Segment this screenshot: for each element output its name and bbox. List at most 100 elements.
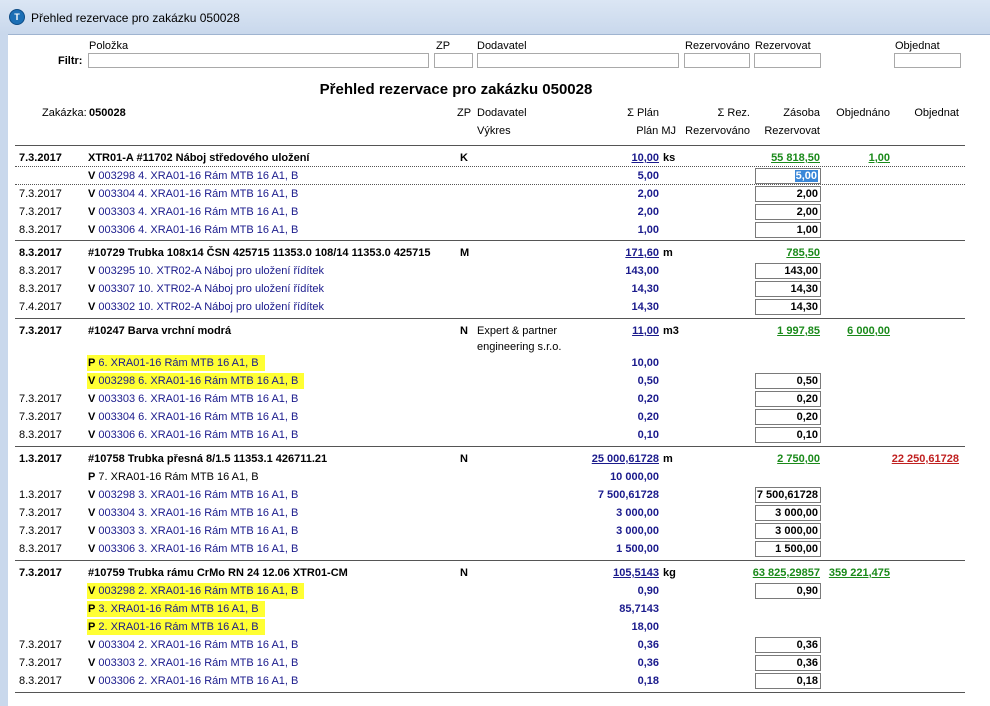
item-stock-link[interactable]: 55 818,50 <box>771 152 820 164</box>
reserve-value: 2,00 <box>796 188 818 200</box>
reserve-value: 0,18 <box>796 675 818 687</box>
selected-row-outline <box>15 184 965 185</box>
reserve-input[interactable]: 5,00 <box>755 168 821 184</box>
reservation-row[interactable]: 7.3.2017 V 003303 3. XRA01-16 Rám MTB 16… <box>0 522 990 540</box>
reserve-input[interactable]: 0,20 <box>755 409 821 425</box>
reserve-input[interactable]: 7 500,61728 <box>755 487 821 503</box>
item-ordered-link[interactable]: 359 221,475 <box>828 567 890 579</box>
reservation-date: 7.3.2017 <box>19 657 62 669</box>
item-name: #10759 Trubka rámu CrMo RN 24 12.06 XTR0… <box>88 567 348 579</box>
filter-rezervovano-input[interactable] <box>684 53 750 68</box>
reservation-row[interactable]: 8.3.2017 V 003306 6. XRA01-16 Rám MTB 16… <box>0 426 990 444</box>
reservation-doc: 003306 6. XRA01-16 Rám MTB 16 A1, B <box>98 429 299 441</box>
item-plan-link[interactable]: 25 000,61728 <box>591 453 659 465</box>
reservation-type: V <box>88 265 96 277</box>
reservation-row[interactable]: V 003298 2. XRA01-16 Rám MTB 16 A1, B 0,… <box>0 582 990 600</box>
reserve-input[interactable]: 143,00 <box>755 263 821 279</box>
reservation-row[interactable]: 8.3.2017 V 003307 10. XTR02-A Náboj pro … <box>0 280 990 298</box>
filter-dodavatel-input[interactable] <box>477 53 679 68</box>
reservation-row[interactable]: 7.4.2017 V 003302 10. XTR02-A Náboj pro … <box>0 298 990 316</box>
reserve-input[interactable]: 2,00 <box>755 204 821 220</box>
reservation-row[interactable]: 8.3.2017 V 003306 3. XRA01-16 Rám MTB 16… <box>0 540 990 558</box>
item-stock-link[interactable]: 1 997,85 <box>777 325 820 337</box>
item-plan-link[interactable]: 171,60 <box>625 247 659 259</box>
reservation-type: V <box>88 639 96 651</box>
reserve-value: 0,10 <box>796 429 818 441</box>
item-stock-link[interactable]: 63 825,29857 <box>752 567 820 579</box>
item-row[interactable]: 7.3.2017 XTR01-A #11702 Náboj středového… <box>0 149 990 167</box>
reservation-type: V <box>88 543 96 555</box>
item-row[interactable]: 7.3.2017 #10759 Trubka rámu CrMo RN 24 1… <box>0 564 990 582</box>
reserve-input[interactable]: 0,20 <box>755 391 821 407</box>
reservation-row[interactable]: 8.3.2017 V 003306 4. XRA01-16 Rám MTB 16… <box>0 221 990 239</box>
reservation-row[interactable]: 1.3.2017 V 003298 3. XRA01-16 Rám MTB 16… <box>0 486 990 504</box>
reservation-text: V 003298 3. XRA01-16 Rám MTB 16 A1, B <box>88 489 298 501</box>
filter-rezervovat-input[interactable] <box>754 53 821 68</box>
highlight-marker: P 3. XRA01-16 Rám MTB 16 A1, B <box>87 601 265 617</box>
reservation-plan: 14,30 <box>631 301 659 313</box>
reservation-row[interactable]: P 7. XRA01-16 Rám MTB 16 A1, B 10 000,00 <box>0 468 990 486</box>
reservation-row[interactable]: 7.3.2017 V 003304 2. XRA01-16 Rám MTB 16… <box>0 636 990 654</box>
item-date: 8.3.2017 <box>19 247 62 259</box>
filter-polozka-input[interactable] <box>88 53 429 68</box>
item-ordered-link[interactable]: 1,00 <box>868 152 890 164</box>
reserve-input[interactable]: 14,30 <box>755 281 821 297</box>
item-ordered-link[interactable]: 6 000,00 <box>847 325 890 337</box>
reservation-row[interactable]: 8.3.2017 V 003306 2. XRA01-16 Rám MTB 16… <box>0 672 990 690</box>
reservation-text: V 003298 4. XRA01-16 Rám MTB 16 A1, B <box>88 170 298 182</box>
reserve-input[interactable]: 0,10 <box>755 427 821 443</box>
reservation-row[interactable]: 7.3.2017 V 003304 4. XRA01-16 Rám MTB 16… <box>0 185 990 203</box>
reservation-row[interactable]: P 2. XRA01-16 Rám MTB 16 A1, B 18,00 <box>0 618 990 636</box>
reservation-plan: 2,00 <box>637 206 659 218</box>
reserve-input[interactable]: 0,90 <box>755 583 821 599</box>
reservation-text: P 3. XRA01-16 Rám MTB 16 A1, B <box>87 601 265 617</box>
reservation-row[interactable]: 8.3.2017 V 003295 10. XTR02-A Náboj pro … <box>0 262 990 280</box>
reserve-input[interactable]: 14,30 <box>755 299 821 315</box>
reservation-row[interactable]: 7.3.2017 V 003303 2. XRA01-16 Rám MTB 16… <box>0 654 990 672</box>
reservation-doc: 3. XRA01-16 Rám MTB 16 A1, B <box>98 603 259 615</box>
reservation-row[interactable]: P 3. XRA01-16 Rám MTB 16 A1, B 85,7143 <box>0 600 990 618</box>
reservation-row[interactable]: P 6. XRA01-16 Rám MTB 16 A1, B 10,00 <box>0 354 990 372</box>
item-plan-link[interactable]: 11,00 <box>632 325 659 337</box>
reservation-row[interactable]: 7.3.2017 V 003303 4. XRA01-16 Rám MTB 16… <box>0 203 990 221</box>
item-row[interactable]: 1.3.2017 #10758 Trubka přesná 8/1.5 1135… <box>0 450 990 468</box>
reservation-row[interactable]: V 003298 6. XRA01-16 Rám MTB 16 A1, B 0,… <box>0 372 990 390</box>
reservation-row[interactable]: V 003298 4. XRA01-16 Rám MTB 16 A1, B 5,… <box>0 167 990 185</box>
item-plan-link[interactable]: 105,5143 <box>613 567 659 579</box>
highlight-marker: P 6. XRA01-16 Rám MTB 16 A1, B <box>87 355 265 371</box>
item-row[interactable]: 7.3.2017 #10247 Barva vrchní modrá N Exp… <box>0 322 990 340</box>
reserve-input[interactable]: 3 000,00 <box>755 523 821 539</box>
reservation-plan: 10,00 <box>631 357 659 369</box>
reservation-row[interactable]: 7.3.2017 V 003304 3. XRA01-16 Rám MTB 16… <box>0 504 990 522</box>
reserve-input[interactable]: 3 000,00 <box>755 505 821 521</box>
reserve-input[interactable]: 1,00 <box>755 222 821 238</box>
reserve-input[interactable]: 1 500,00 <box>755 541 821 557</box>
reservation-plan: 2,00 <box>637 188 659 200</box>
header-objednano: Objednáno <box>836 107 890 119</box>
reservation-plan: 18,00 <box>631 621 659 633</box>
item-stock-link[interactable]: 2 750,00 <box>777 453 820 465</box>
reservation-plan: 85,7143 <box>619 603 659 615</box>
item-to-order-link[interactable]: 22 250,61728 <box>891 453 959 465</box>
reserve-input[interactable]: 0,36 <box>755 655 821 671</box>
reservation-row[interactable]: 7.3.2017 V 003304 6. XRA01-16 Rám MTB 16… <box>0 408 990 426</box>
reservation-doc: 003304 4. XRA01-16 Rám MTB 16 A1, B <box>98 188 299 200</box>
item-row[interactable]: 8.3.2017 #10729 Trubka 108x14 ČSN 425715… <box>0 244 990 262</box>
filter-zp-input[interactable] <box>434 53 473 68</box>
reservation-plan: 7 500,61728 <box>597 489 659 501</box>
reservation-type: V <box>88 429 96 441</box>
item-stock-link[interactable]: 785,50 <box>786 247 820 259</box>
reserve-input[interactable]: 2,00 <box>755 186 821 202</box>
reservation-row[interactable]: 7.3.2017 V 003303 6. XRA01-16 Rám MTB 16… <box>0 390 990 408</box>
reserve-value: 1,00 <box>796 224 818 236</box>
reserve-input[interactable]: 0,50 <box>755 373 821 389</box>
reserve-input[interactable]: 0,18 <box>755 673 821 689</box>
filter-objednat-input[interactable] <box>894 53 961 68</box>
reservation-plan: 3 000,00 <box>616 507 659 519</box>
group-separator <box>15 318 965 319</box>
header-zp: ZP <box>457 107 472 119</box>
item-plan-link[interactable]: 10,00 <box>631 152 659 164</box>
reserve-input[interactable]: 0,36 <box>755 637 821 653</box>
reservation-doc: 003306 4. XRA01-16 Rám MTB 16 A1, B <box>98 224 299 236</box>
reservation-text: V 003303 3. XRA01-16 Rám MTB 16 A1, B <box>88 525 298 537</box>
